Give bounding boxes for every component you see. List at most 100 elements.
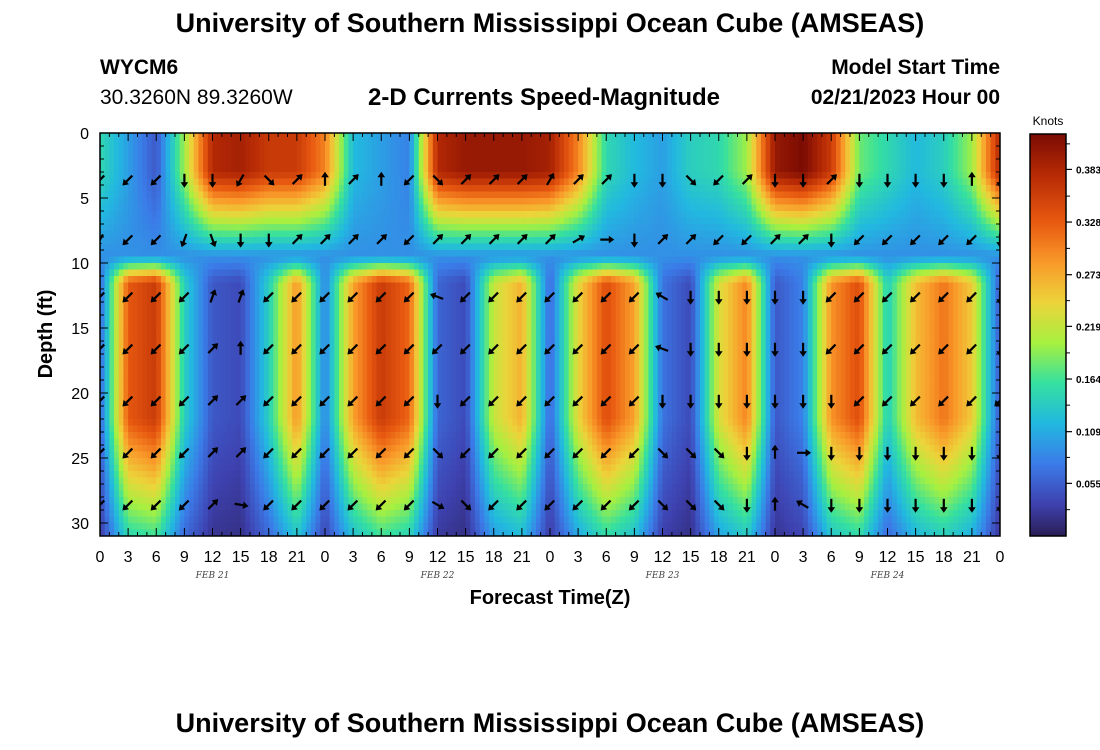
heatmap-cell bbox=[465, 152, 471, 160]
heatmap-cell bbox=[250, 321, 256, 329]
heatmap-cell bbox=[128, 159, 134, 167]
heatmap-cell bbox=[160, 256, 167, 264]
heatmap-cell bbox=[132, 211, 139, 219]
heatmap-cell bbox=[235, 256, 242, 264]
heatmap-cell bbox=[390, 451, 396, 459]
heatmap-cell bbox=[442, 451, 448, 459]
heatmap-cell bbox=[446, 458, 453, 466]
heatmap-cell bbox=[100, 211, 106, 219]
heatmap-cell bbox=[353, 451, 359, 459]
heatmap-cell bbox=[231, 198, 237, 206]
heatmap-cell bbox=[179, 152, 185, 160]
heatmap-cell bbox=[198, 445, 204, 453]
heatmap-cell bbox=[128, 529, 134, 536]
heatmap-cell bbox=[254, 393, 260, 401]
heatmap-cell bbox=[198, 367, 204, 375]
heatmap-cell bbox=[226, 178, 232, 186]
heatmap-cell bbox=[287, 152, 293, 160]
heatmap-cell bbox=[385, 185, 392, 193]
heatmap-cell bbox=[456, 308, 462, 316]
heatmap-cell bbox=[193, 178, 200, 186]
heatmap-cell bbox=[292, 425, 298, 433]
heatmap-cell bbox=[343, 133, 350, 141]
heatmap-cell bbox=[235, 146, 242, 154]
heatmap-cell bbox=[418, 490, 425, 498]
heatmap-cell bbox=[315, 412, 321, 420]
heatmap-cell bbox=[217, 360, 223, 368]
heatmap-cell bbox=[226, 503, 232, 511]
heatmap-cell bbox=[371, 510, 378, 518]
heatmap-cell bbox=[395, 334, 401, 342]
heatmap-cell bbox=[310, 146, 317, 154]
heatmap-cell bbox=[367, 516, 373, 524]
heatmap-cell bbox=[207, 243, 214, 251]
heatmap-cell bbox=[100, 354, 106, 362]
heatmap-cell bbox=[390, 172, 396, 180]
heatmap-cell bbox=[362, 152, 368, 160]
heatmap-cell bbox=[432, 185, 439, 193]
heatmap-cell bbox=[240, 217, 246, 225]
heatmap-cell bbox=[432, 139, 439, 147]
heatmap-cell bbox=[390, 159, 396, 167]
heatmap-cell bbox=[109, 380, 115, 388]
heatmap-cell bbox=[456, 360, 462, 368]
heatmap-cell bbox=[137, 510, 143, 518]
heatmap-cell bbox=[160, 250, 167, 258]
heatmap-cell bbox=[395, 250, 401, 258]
heatmap-cell bbox=[367, 269, 373, 277]
heatmap-cell bbox=[100, 243, 106, 251]
heatmap-cell bbox=[160, 484, 167, 492]
heatmap-cell bbox=[296, 211, 303, 219]
heatmap-cell bbox=[114, 185, 120, 193]
heatmap-cell bbox=[100, 380, 106, 388]
heatmap-cell bbox=[259, 172, 265, 180]
heatmap-cell bbox=[245, 425, 251, 433]
heatmap-cell bbox=[437, 412, 443, 420]
heatmap-cell bbox=[442, 308, 448, 316]
heatmap-cell bbox=[203, 178, 209, 186]
heatmap-cell bbox=[156, 523, 162, 531]
heatmap-cell bbox=[367, 334, 373, 342]
heatmap-cell bbox=[310, 406, 317, 414]
heatmap-cell bbox=[343, 152, 350, 160]
heatmap-cell bbox=[104, 347, 110, 355]
heatmap-cell bbox=[273, 510, 279, 518]
heatmap-cell bbox=[310, 490, 317, 498]
heatmap-cell bbox=[400, 386, 406, 394]
heatmap-cell bbox=[400, 250, 406, 258]
heatmap-cell bbox=[245, 302, 251, 310]
heatmap-cell bbox=[179, 256, 185, 264]
heatmap-cell bbox=[353, 445, 359, 453]
heatmap-cell bbox=[259, 334, 265, 342]
heatmap-cell bbox=[278, 432, 284, 440]
heatmap-cell bbox=[339, 490, 345, 498]
heatmap-cell bbox=[175, 464, 181, 472]
heatmap-cell bbox=[137, 523, 143, 531]
heatmap-cell bbox=[329, 282, 335, 290]
heatmap-cell bbox=[175, 503, 181, 511]
heatmap-cell bbox=[264, 393, 270, 401]
heatmap-cell bbox=[184, 341, 190, 349]
heatmap-cell bbox=[114, 263, 120, 271]
heatmap-cell bbox=[114, 516, 120, 524]
heatmap-cell bbox=[428, 204, 434, 212]
heatmap-cell bbox=[114, 159, 120, 167]
heatmap-cell bbox=[170, 445, 176, 453]
heatmap-cell bbox=[109, 464, 115, 472]
heatmap-cell bbox=[390, 165, 396, 173]
heatmap-cell bbox=[414, 497, 420, 505]
heatmap-cell bbox=[184, 451, 190, 459]
heatmap-cell bbox=[142, 230, 148, 238]
heatmap-cell bbox=[179, 354, 185, 362]
heatmap-cell bbox=[428, 146, 434, 154]
heatmap-cell bbox=[189, 243, 195, 251]
heatmap-cell bbox=[114, 406, 120, 414]
heatmap-cell bbox=[353, 185, 359, 193]
heatmap-cell bbox=[395, 399, 401, 407]
heatmap-cell bbox=[320, 152, 326, 160]
heatmap-cell bbox=[348, 367, 354, 375]
heatmap-cell bbox=[254, 185, 260, 193]
heatmap-cell bbox=[409, 360, 415, 368]
heatmap-cell bbox=[128, 204, 134, 212]
heatmap-cell bbox=[231, 302, 237, 310]
